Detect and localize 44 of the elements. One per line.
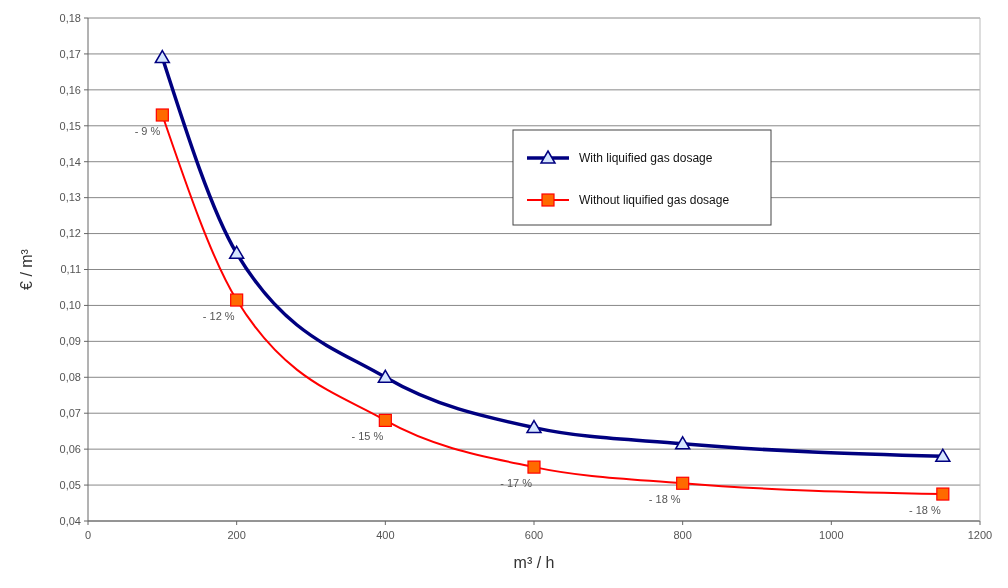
y-tick-label: 0,18 bbox=[59, 11, 81, 24]
x-axis-title: m³ / h bbox=[513, 554, 555, 571]
x-tick-label: 800 bbox=[673, 529, 692, 541]
point bbox=[155, 108, 169, 122]
y-tick-label: 0,09 bbox=[59, 335, 81, 348]
point bbox=[154, 49, 171, 64]
annotation: - 9 % bbox=[134, 125, 161, 138]
annotation: - 18 % bbox=[909, 504, 942, 517]
x-tick-label: 400 bbox=[376, 529, 395, 541]
point bbox=[935, 448, 951, 463]
y-tick-label: 0,10 bbox=[59, 299, 81, 312]
point bbox=[527, 460, 541, 474]
y-tick-label: 0,11 bbox=[60, 263, 81, 276]
point bbox=[230, 293, 244, 307]
point bbox=[378, 413, 392, 427]
y-tick-label: 0,06 bbox=[59, 442, 81, 455]
annotation: - 17 % bbox=[500, 477, 533, 490]
y-tick-label: 0,16 bbox=[59, 83, 81, 96]
point bbox=[228, 245, 245, 260]
legend-label: Without liquified gas dosage bbox=[579, 193, 730, 208]
y-tick-label: 0,14 bbox=[59, 155, 81, 168]
point bbox=[377, 369, 394, 384]
y-tick-label: 0,17 bbox=[59, 47, 81, 60]
x-tick-label: 1200 bbox=[967, 529, 993, 541]
y-tick-label: 0,07 bbox=[59, 407, 81, 420]
annotation: - 12 % bbox=[202, 310, 235, 323]
x-tick-label: 200 bbox=[227, 529, 246, 541]
y-tick-label: 0,15 bbox=[59, 119, 81, 132]
y-tick-label: 0,05 bbox=[59, 478, 81, 491]
legend-label: With liquified gas dosage bbox=[579, 151, 713, 166]
y-tick-label: 0,04 bbox=[59, 514, 81, 527]
annotation: - 18 % bbox=[648, 493, 681, 506]
y-tick-label: 0,12 bbox=[59, 227, 81, 240]
point bbox=[676, 476, 690, 490]
point bbox=[526, 419, 542, 434]
x-tick-label: 1000 bbox=[819, 529, 844, 541]
x-tick-label: 600 bbox=[524, 529, 544, 541]
point bbox=[936, 487, 950, 501]
point bbox=[674, 436, 691, 450]
x-tick-label: 0 bbox=[84, 529, 92, 541]
y-tick-label: 0,13 bbox=[59, 191, 81, 204]
y-axis-title: € / m³ bbox=[18, 248, 35, 290]
y-tick-label: 0,08 bbox=[59, 371, 81, 384]
annotation: - 15 % bbox=[351, 430, 384, 443]
